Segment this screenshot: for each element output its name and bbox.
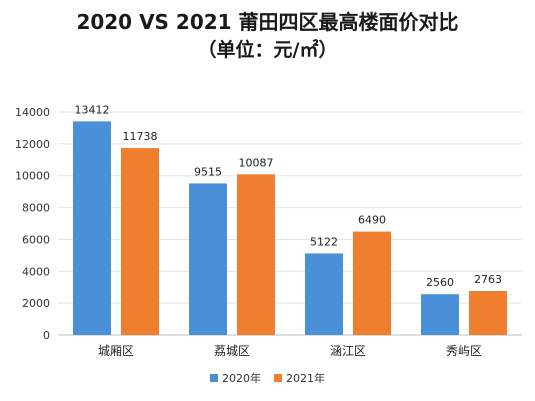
data-label: 6490	[358, 214, 386, 227]
y-tick-label: 6000	[22, 233, 50, 246]
data-label: 11738	[123, 130, 158, 143]
y-tick-label: 12000	[15, 138, 50, 151]
bars	[73, 121, 507, 335]
x-category-label: 荔城区	[214, 344, 250, 358]
legend-label: 2020年	[222, 371, 261, 385]
legend: 2020年 2021年	[210, 371, 325, 385]
x-axis-categories: 城厢区 荔城区 涵江区 秀屿区	[98, 344, 482, 358]
bar-2021	[353, 231, 391, 335]
bar-2020	[421, 294, 459, 335]
legend-swatch	[210, 374, 218, 382]
data-label: 13412	[75, 103, 110, 116]
bar-2021	[121, 148, 159, 335]
bar-2020	[305, 253, 343, 335]
data-label: 2763	[474, 273, 502, 286]
x-category-label: 秀屿区	[446, 344, 482, 358]
chart-title: 2020 VS 2021 莆田四区最高楼面价对比	[76, 10, 459, 34]
bar-2020	[189, 183, 227, 335]
data-label: 2560	[426, 276, 454, 289]
y-tick-label: 10000	[15, 170, 50, 183]
bar-2021	[469, 290, 507, 335]
x-category-label: 涵江区	[330, 344, 366, 358]
bar-2020	[73, 121, 111, 335]
y-tick-label: 2000	[22, 297, 50, 310]
y-tick-label: 4000	[22, 265, 50, 278]
chart-subtitle: （单位：元/㎡）	[197, 39, 338, 61]
x-category-label: 城厢区	[98, 344, 134, 358]
y-axis-ticks: 0 2000 4000 6000 8000 10000 12000 14000	[15, 106, 50, 342]
data-label: 5122	[310, 235, 338, 248]
data-label: 9515	[194, 165, 222, 178]
data-labels: 13412 11738 9515 10087 5122 6490 2560 2763	[75, 103, 503, 289]
data-label: 10087	[239, 156, 274, 169]
y-tick-label: 14000	[15, 106, 50, 119]
legend-swatch	[274, 374, 282, 382]
y-tick-label: 0	[43, 329, 50, 342]
bar-2021	[237, 174, 275, 335]
y-tick-label: 8000	[22, 202, 50, 215]
legend-label: 2021年	[286, 371, 325, 385]
